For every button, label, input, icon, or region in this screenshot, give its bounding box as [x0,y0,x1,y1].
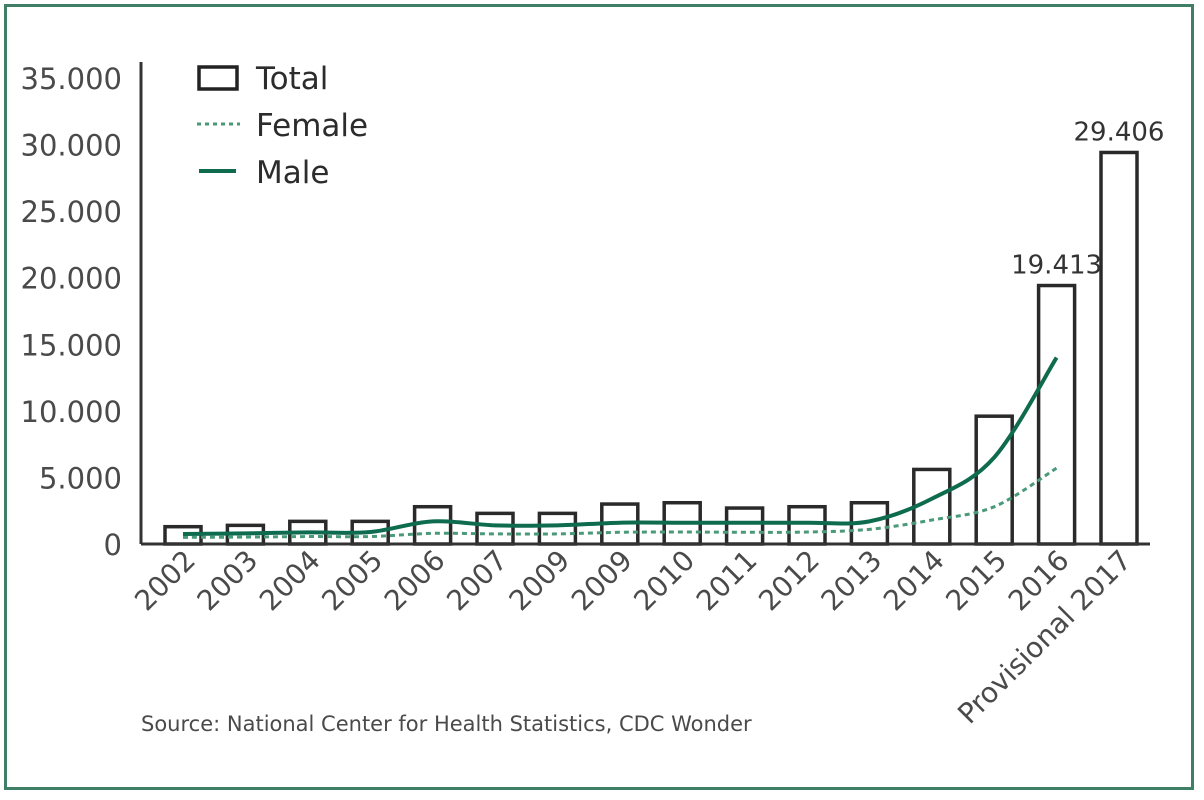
x-tick-label: 2014 [877,544,951,618]
x-tick-label: 2005 [315,544,389,618]
x-tick-label: 2002 [128,544,202,618]
y-tick-label: 35.000 [21,62,122,96]
bar-provisional-2017 [1099,150,1139,546]
x-tick-label: 2009 [565,544,639,618]
x-axis: 2002200320042005200620072009200920102011… [128,542,1150,730]
x-tick-label: 2013 [815,544,889,618]
data-labels: 19.413 29.406 [1011,117,1164,280]
legend-label-female: Female [256,108,368,144]
x-tick-label: 2010 [627,544,701,618]
bar-2007 [475,511,515,546]
x-tick-label: 2011 [690,544,764,618]
legend-label-total: Total [255,61,328,97]
bar-2006 [412,504,453,546]
y-tick-label: 15.000 [21,328,122,362]
bar-2011 [724,506,765,546]
y-tick-label: 10.000 [21,395,122,429]
line-female [182,466,1058,539]
x-tick-label: 2012 [752,544,826,618]
y-tick-label: 5.000 [39,461,122,495]
y-tick-label: 0 [104,528,122,562]
y-tick-label: 25.000 [21,195,122,229]
bars [163,150,1139,546]
x-tick-label: 2007 [440,544,514,618]
bar-2009 [537,511,578,546]
legend-swatch-total [197,65,239,91]
chart-frame [4,4,1194,790]
bar-2015 [974,414,1014,546]
bar-2016 [1036,283,1077,546]
legend-label-male: Male [256,155,329,191]
data-label: 19.413 [1011,251,1102,281]
x-tick-label: 2009 [503,544,577,618]
legend: Total Female Male [197,61,368,191]
x-tick-label: 2015 [939,544,1013,618]
data-label: 29.406 [1074,117,1165,147]
x-tick-label: 2003 [191,544,265,618]
y-axis: 0 5.000 10.000 15.000 20.000 25.000 30.000 35.0… [21,62,143,562]
x-tick-label: 2006 [378,544,452,618]
lines [182,356,1059,539]
source-note: Source: National Center for Health Stati… [141,712,752,736]
x-tick-label: 2004 [253,544,327,618]
line-male [182,356,1059,537]
bar-2012 [787,504,827,546]
y-tick-label: 20.000 [21,262,122,296]
y-tick-label: 30.000 [21,129,122,163]
